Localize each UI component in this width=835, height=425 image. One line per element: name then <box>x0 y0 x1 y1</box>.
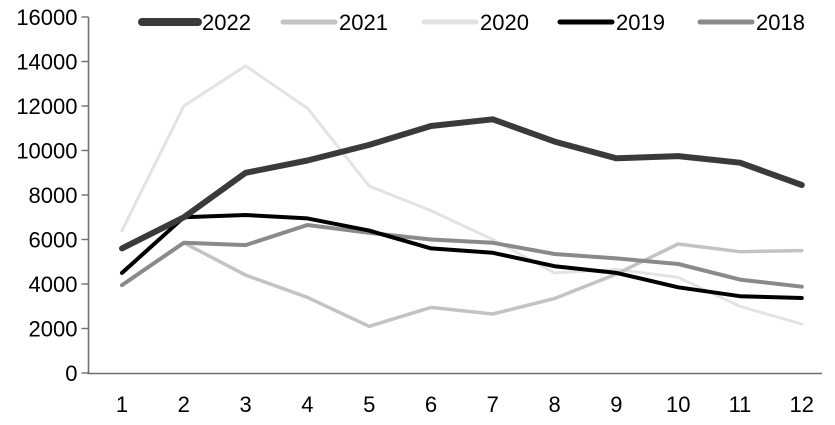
x-tick-label: 11 <box>729 392 752 417</box>
y-tick-label: 8000 <box>29 183 78 208</box>
x-tick-label: 12 <box>790 392 814 417</box>
y-tick-label: 14000 <box>16 50 77 75</box>
x-tick-label: 8 <box>548 392 560 417</box>
x-tick-label: 6 <box>425 392 437 417</box>
y-axis: 0 2000 4000 6000 8000 10000 12000 14000 16000 <box>16 5 90 386</box>
y-tick-label: 10000 <box>16 139 77 164</box>
legend-label-2018: 2018 <box>756 10 805 35</box>
x-tick-label: 9 <box>610 392 622 417</box>
x-tick-label: 4 <box>301 392 313 417</box>
y-tick-label: 12000 <box>16 94 77 119</box>
legend-item-2019: 2019 <box>557 10 665 35</box>
y-tick-label: 16000 <box>16 5 77 30</box>
y-tick-label: 4000 <box>29 272 78 297</box>
legend-item-2021: 2021 <box>280 10 388 35</box>
x-tick-label: 5 <box>363 392 375 417</box>
line-2018 <box>120 223 804 289</box>
legend-label-2020: 2020 <box>480 10 529 35</box>
y-tick-label: 6000 <box>29 228 78 253</box>
legend-item-2020: 2020 <box>421 10 529 35</box>
legend: 2022 2021 2020 2019 2018 <box>138 10 805 35</box>
line-2022 <box>119 116 805 252</box>
x-tick-label: 3 <box>239 392 251 417</box>
x-tick-label: 2 <box>178 392 190 417</box>
plot-lines <box>119 64 805 329</box>
legend-label-2019: 2019 <box>616 10 665 35</box>
x-tick-label: 10 <box>666 392 690 417</box>
legend-label-2021: 2021 <box>339 10 388 35</box>
y-tick-label: 2000 <box>29 317 78 342</box>
x-tick-label: 1 <box>116 392 128 417</box>
legend-label-2022: 2022 <box>202 10 251 35</box>
line-2019 <box>120 213 804 300</box>
x-axis: 1 2 3 4 5 6 7 8 9 10 11 12 <box>87 372 822 417</box>
line-2021 <box>182 241 804 329</box>
x-tick-label: 7 <box>487 392 499 417</box>
y-tick-label: 0 <box>65 361 77 386</box>
legend-item-2022: 2022 <box>138 10 251 35</box>
line-2020 <box>120 64 804 326</box>
legend-item-2018: 2018 <box>697 10 805 35</box>
